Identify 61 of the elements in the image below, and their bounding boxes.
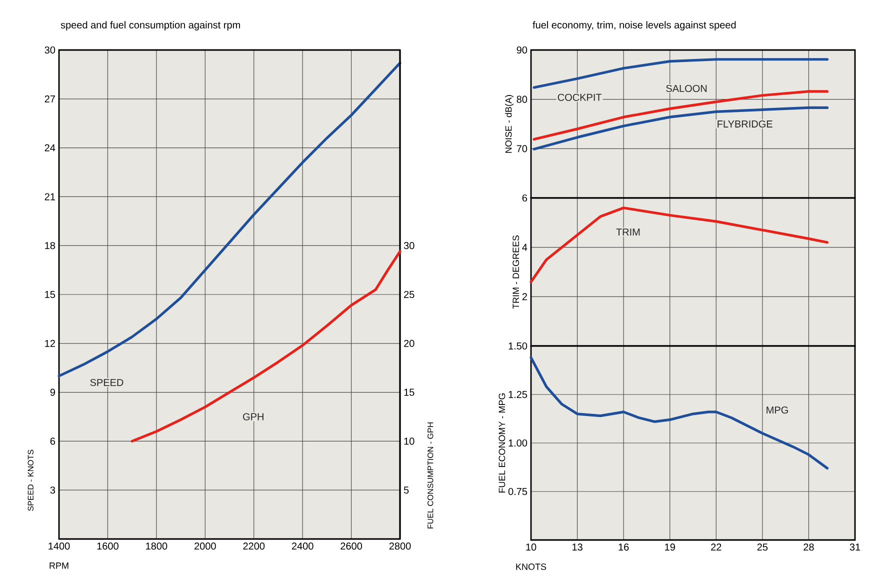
- y2-tick-label: 10: [404, 438, 414, 445]
- y2-tick-label: 20: [404, 340, 414, 347]
- x-tick-label: 2600: [340, 542, 362, 550]
- line-series: [130, 250, 402, 442]
- x-tick-label: 28: [804, 544, 814, 551]
- text: GPH: [243, 413, 264, 420]
- y-tick-label: 6: [522, 194, 528, 202]
- chart-title: fuel economy, trim, noise levels against speed: [532, 21, 736, 30]
- series-label: COCKPIT: [558, 94, 602, 101]
- x-tick-label: 2400: [292, 542, 314, 550]
- y-tick-label: 0.75: [508, 488, 528, 496]
- x-tick-label: 19: [665, 544, 675, 551]
- x-tick-label: 10: [526, 544, 536, 551]
- x-tick-label: 2000: [194, 542, 216, 550]
- y-axis-title: NOISE - dB(A): [505, 95, 514, 153]
- y-tick-label: 6: [50, 438, 56, 445]
- line-series: [532, 90, 829, 141]
- y-tick-label: 21: [44, 193, 55, 200]
- x-tick-label: 31: [850, 544, 860, 551]
- x-axis-title: RPM: [50, 562, 68, 569]
- y-tick-label: 80: [516, 96, 528, 103]
- y-tick-label: 9: [50, 388, 56, 396]
- y-tick-label: 4: [522, 244, 528, 251]
- y-tick-label: 15: [45, 291, 56, 298]
- y-tick-label: 2: [522, 293, 527, 300]
- y2-axis-title: FUEL CONSUMPTION - GPH: [428, 422, 434, 528]
- x-tick-label: 1400: [48, 542, 70, 550]
- y-tick-label: 12: [45, 340, 55, 347]
- x-tick-label: 16: [618, 544, 629, 551]
- line-series: [530, 356, 829, 470]
- series-label: MPG: [766, 406, 788, 414]
- y2-tick-label: 5: [404, 486, 409, 494]
- y-axis-title: SPEED - KNOTS: [28, 450, 34, 511]
- y-tick-label: 90: [516, 46, 528, 54]
- x-tick-label: 22: [711, 544, 722, 551]
- y-tick-label: 30: [44, 46, 56, 54]
- y-tick-label: 18: [45, 242, 56, 250]
- y-tick-label: 24: [44, 144, 56, 152]
- y-axis-title: FUEL ECONOMY - MPG: [498, 393, 506, 493]
- series-label: SPEED: [90, 378, 124, 386]
- series-label: FLYBRIDGE: [718, 120, 772, 128]
- series-label: SALOON: [666, 84, 707, 92]
- series-label: TRIM: [616, 228, 640, 236]
- y-tick-label: 1.00: [508, 439, 528, 447]
- x-tick-label: 1600: [97, 542, 118, 550]
- y-tick-label: 27: [44, 95, 55, 102]
- x-tick-label: 1800: [146, 542, 168, 550]
- y-tick-label: 3: [50, 486, 56, 494]
- chart-title: speed and fuel consumption against rpm: [60, 21, 240, 30]
- y-tick-label: 70: [516, 145, 528, 152]
- y-tick-label: 1.25: [508, 390, 528, 398]
- y2-tick-label: 30: [404, 242, 414, 250]
- x-tick-label: 13: [572, 544, 582, 551]
- x-axis-title: KNOTS: [516, 564, 546, 570]
- x-tick-label: 2800: [389, 542, 411, 550]
- y-tick-label: 1.50: [508, 342, 528, 350]
- y2-tick-label: 15: [404, 388, 414, 396]
- x-tick-label: 2200: [243, 542, 265, 550]
- y2-tick-label: 25: [404, 290, 414, 298]
- x-tick-label: 25: [757, 544, 768, 551]
- y-axis-title: TRIM - DEGREES: [512, 235, 520, 309]
